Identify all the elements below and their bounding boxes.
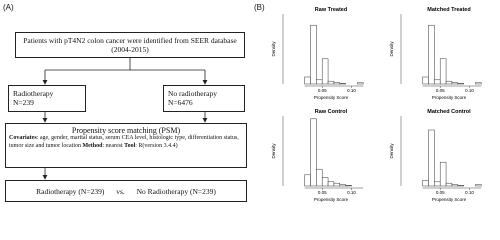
result-box: Radiotherapy (N=239) vs. No Radiotherapy… [5,180,247,202]
histogram-bar [357,82,364,85]
histogram-bar [445,80,453,85]
histogram-bar [333,82,341,85]
chart-title: Raw Control [315,109,348,115]
treated-box: Radiotherapy N=239 [8,85,86,112]
chart-title: Matched Control [427,109,471,115]
histogram-bar [428,24,435,85]
x-axis-label: Propensity Score [432,95,467,100]
figure: (A) (B) Patients with pT4N2 colon cancer… [3,3,482,202]
histogram-bar [333,182,341,187]
box-text: No Radiotherapy (N=239) [136,187,216,196]
panel-label: (A) [3,3,14,12]
histogram-bar [457,185,464,187]
text-run: : R(version 3.4.4) [135,142,178,149]
source-box: Patients with pT4N2 colon cancer were id… [15,32,245,58]
histogram-bar [327,80,335,85]
x-tick-label: 0.10 [347,190,356,195]
histogram-bar [475,184,482,187]
histogram-bar [316,79,323,85]
histogram-bar [451,82,459,85]
text-run: Tool [124,142,136,149]
histogram-bar [321,58,329,85]
box-text: N=239 [13,98,34,107]
y-axis-label: Density [389,41,394,57]
flow-arrows [42,58,208,180]
histogram-bar [422,180,429,187]
histogram-bar [327,181,335,187]
histogram-bar [339,83,346,85]
histogram-bar [339,184,346,187]
histogram-bar [434,181,441,187]
histogram-bar [316,168,323,187]
histogram-bar [439,58,447,85]
x-axis-label: Propensity Score [314,95,349,100]
text-run: Covariates [9,135,37,141]
histogram-bar [345,185,352,187]
covariates-text: Covariates: age, gender, marital status,… [9,135,243,150]
box-title: Propensity score matching (PSM) [71,126,181,135]
x-axis-label: Propensity Score [432,197,467,202]
y-axis-label: Density [271,143,276,159]
histogram-bar [475,82,482,85]
x-tick-label: 0.10 [465,190,474,195]
text-run: : age, gender, marital status, serum CEA… [9,135,239,149]
histogram-bar [439,161,447,187]
untreated-box: No radiotherapy N=6476 [163,85,245,112]
histogram-bar [428,129,435,187]
histogram-bar [457,83,464,85]
box-text: Radiotherapy (N=239) [36,187,105,196]
box-text: (2004-2015) [111,45,149,54]
box-text: Radiotherapy [13,89,54,98]
histogram-panel: Raw Treated Density Propensity Score 0.05 0.… [271,7,482,202]
histogram-bar [304,76,311,85]
x-tick-label: 0.10 [465,88,474,93]
box-text: Patients with pT4N2 colon cancer were id… [23,36,237,45]
histogram-bar [321,177,329,187]
y-axis-label: Density [271,41,276,57]
x-tick-label: 0.10 [347,88,356,93]
histogram-bar [310,118,317,187]
histogram-bar [422,76,429,85]
box-text: N=6476 [168,98,193,107]
histogram-bar [451,184,459,187]
box-text: vs. [116,187,125,196]
histogram-bar [445,182,453,187]
box-text: No radiotherapy [168,89,217,98]
histogram-bar [304,174,311,187]
x-tick-label: 0.05 [318,88,327,93]
panel-label: (B) [254,3,265,12]
figure-canvas [42,58,208,180]
x-tick-label: 0.05 [318,190,327,195]
histogram-bar [434,79,441,85]
x-axis-label: Propensity Score [314,197,349,202]
x-tick-label: 0.05 [436,88,445,93]
text-run: Method [82,142,103,149]
histogram-bar [310,24,317,85]
matching-box: Propensity score matching (PSM) Covariat… [5,123,247,168]
chart-title: Matched Treated [427,7,470,13]
x-tick-label: 0.05 [436,190,445,195]
y-axis-label: Density [389,143,394,159]
chart-title: Raw Treated [315,7,347,13]
text-run: : nearest [102,142,125,149]
